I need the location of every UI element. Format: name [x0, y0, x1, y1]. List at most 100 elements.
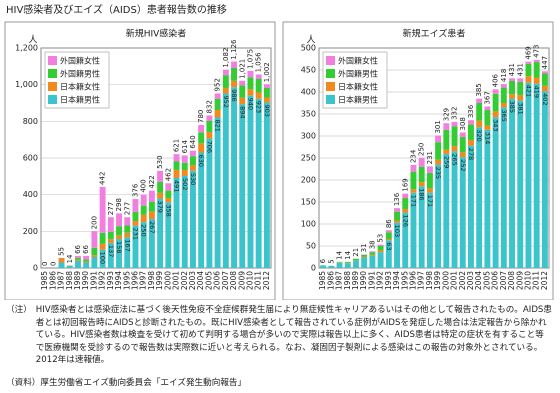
bar-segment — [132, 211, 139, 222]
bar-segment — [410, 171, 417, 190]
bar-segment — [58, 257, 65, 263]
bar-segment — [165, 202, 172, 268]
x-tick-label: 2006 — [213, 271, 222, 290]
y-tick-label: 250 — [301, 154, 316, 163]
total-label: 952 — [214, 78, 222, 91]
legend-label: 日本籍男性 — [338, 95, 378, 105]
x-tick-label: 1992 — [376, 271, 385, 290]
x-tick-label: 1991 — [89, 271, 98, 290]
bar-segment — [231, 61, 237, 68]
bar-segment — [181, 175, 188, 268]
total-label: 431 — [508, 63, 516, 76]
y-tick-label: 0 — [33, 264, 38, 273]
x-tick-label: 1999 — [433, 271, 442, 290]
segment-label: 894 — [238, 106, 246, 118]
x-tick-label: 2007 — [499, 271, 508, 290]
bar-segment — [492, 93, 499, 112]
total-label: 462 — [164, 168, 172, 181]
segment-label: 314 — [483, 132, 491, 144]
segment-label: 940 — [246, 98, 254, 110]
segment-label: 171 — [426, 195, 434, 207]
legend-swatch — [326, 82, 335, 91]
chart-title: 新規HIV感染者 — [126, 28, 187, 40]
bar-segment — [468, 124, 474, 140]
total-label: 1,056 — [255, 52, 263, 73]
bar-segment — [239, 85, 246, 98]
x-tick-label: 1994 — [392, 271, 401, 290]
bar-segment — [533, 83, 540, 268]
bar-segment — [91, 231, 98, 248]
bar-segment — [509, 78, 515, 81]
notes: （注） HIV感染者とは感染症法に基づく後天性免疫不全症候群発生届により無症候性… — [6, 304, 552, 367]
y-tick-label: 200 — [301, 176, 316, 185]
legend-label: 日本籍女性 — [338, 82, 378, 92]
bar-segment — [509, 81, 515, 95]
bar-segment — [157, 192, 164, 199]
total-label: 442 — [99, 172, 107, 185]
bar-segment — [140, 222, 147, 268]
bar-segment — [443, 123, 450, 130]
y-tick-label: 1,000 — [15, 80, 38, 89]
bar-segment — [525, 82, 532, 268]
total-label: 250 — [418, 143, 426, 156]
bar-segment — [214, 117, 221, 268]
total-label: 55 — [58, 247, 66, 256]
bar-segment — [263, 97, 270, 103]
total-label: 418 — [500, 69, 508, 82]
x-tick-label: 2005 — [482, 271, 491, 290]
total-label: 308 — [459, 117, 467, 130]
segment-label: 103 — [393, 225, 401, 237]
segment-label: 186 — [418, 188, 426, 200]
x-tick-label: 2000 — [441, 271, 450, 290]
total-label: 469 — [524, 46, 532, 59]
plot-frame — [40, 47, 272, 269]
bar-segment — [148, 190, 155, 202]
y-tick-label: 1,200 — [15, 44, 38, 53]
bar-segment — [377, 250, 384, 253]
bar-segment — [206, 115, 213, 121]
segment-label: 986 — [230, 89, 238, 101]
x-tick-label: 2001 — [172, 271, 181, 290]
bar-segment — [426, 172, 433, 189]
bar-segment — [173, 177, 180, 268]
bar-segment — [206, 138, 213, 268]
x-tick-label: 1997 — [417, 271, 426, 290]
bar-segment — [484, 125, 491, 130]
x-tick-label: 1996 — [408, 271, 417, 290]
bar-segment — [426, 192, 433, 268]
bar-segment — [222, 87, 229, 94]
total-label: 5 — [327, 259, 335, 263]
bar-segment — [361, 254, 368, 257]
segment-label: 278 — [467, 148, 475, 160]
bar-segment — [500, 87, 507, 103]
bar-segment — [402, 212, 409, 268]
bar-segment — [263, 84, 270, 88]
x-tick-label: 2002 — [180, 271, 189, 290]
notes-label: （注） — [6, 305, 32, 315]
bar-segment — [75, 260, 81, 268]
bar-segment — [361, 257, 368, 268]
bar-segment — [198, 152, 205, 268]
bar-segment — [140, 194, 147, 206]
total-label: 169 — [401, 178, 409, 191]
x-tick-label: 2008 — [507, 271, 516, 290]
legend-label: 外国籍女性 — [60, 56, 100, 66]
bar-segment — [468, 120, 474, 125]
x-tick-label: 1996 — [130, 271, 139, 290]
total-label: 473 — [533, 45, 541, 58]
bar-segment — [116, 235, 122, 240]
bar-segment — [198, 143, 205, 153]
bar-segment — [369, 255, 376, 268]
total-label: 422 — [148, 175, 156, 188]
y-tick-label: 500 — [301, 44, 316, 53]
total-label: 367 — [483, 91, 491, 104]
bar-segment — [533, 77, 540, 84]
total-label: 1,075 — [246, 49, 254, 69]
bar-segment — [459, 157, 466, 268]
bar-segment — [140, 214, 147, 223]
segment-label: 385 — [508, 101, 516, 113]
y-tick-label: 0 — [311, 264, 316, 273]
segment-label: 402 — [541, 93, 549, 105]
total-label: 447 — [541, 56, 549, 69]
bar-segment — [173, 154, 180, 162]
